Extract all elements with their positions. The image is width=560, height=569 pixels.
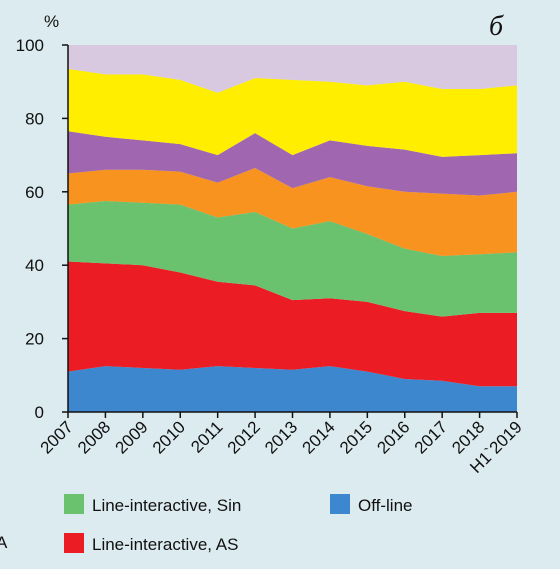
area-series-4 [68, 167, 517, 257]
x-tick-label: 2013 [261, 417, 301, 457]
x-tick-label: 2009 [111, 417, 151, 457]
legend: Line-interactive, Sin Off-line Line-intera… [64, 494, 413, 554]
legend-swatch [64, 494, 84, 514]
x-tick-label: 2012 [224, 417, 264, 457]
area-series-6 [68, 68, 517, 157]
y-tick-label: 80 [25, 109, 44, 128]
panel-label: б [489, 11, 504, 42]
chart-areas [68, 45, 517, 412]
x-tick-label: 2011 [187, 417, 226, 456]
x-tick-label: 2015 [336, 417, 376, 457]
area-series-5 [68, 131, 517, 196]
x-tick-label: 2016 [373, 417, 413, 457]
legend-label: Line-interactive, AS [92, 535, 238, 554]
y-tick-label: 0 [35, 403, 44, 422]
x-tick-label: 2007 [37, 417, 77, 457]
x-tick-label: 2017 [411, 417, 451, 457]
area-series-7 [68, 45, 517, 93]
x-tick-label: 2014 [299, 417, 339, 457]
legend-label: Line-interactive, Sin [92, 496, 241, 515]
area-series-1 [68, 366, 517, 412]
legend-label: Off-line [358, 496, 413, 515]
area-series-3 [68, 200, 517, 317]
y-tick-label: 60 [25, 183, 44, 202]
legend-partial-text: A [0, 533, 8, 552]
legend-swatch [330, 494, 350, 514]
y-tick-label: 100 [16, 36, 44, 55]
y-axis-ticks: 0 20 40 60 80 100 [16, 36, 68, 422]
x-tick-label: 2008 [74, 417, 114, 457]
area-series-2 [68, 261, 517, 387]
y-axis-unit: % [44, 12, 59, 31]
x-tick-label: 2010 [149, 417, 189, 457]
legend-swatch [64, 533, 84, 553]
y-tick-label: 20 [25, 330, 44, 349]
x-axis-ticks: 2007200820092010201120122013201420152016… [37, 412, 526, 477]
y-tick-label: 40 [25, 256, 44, 275]
